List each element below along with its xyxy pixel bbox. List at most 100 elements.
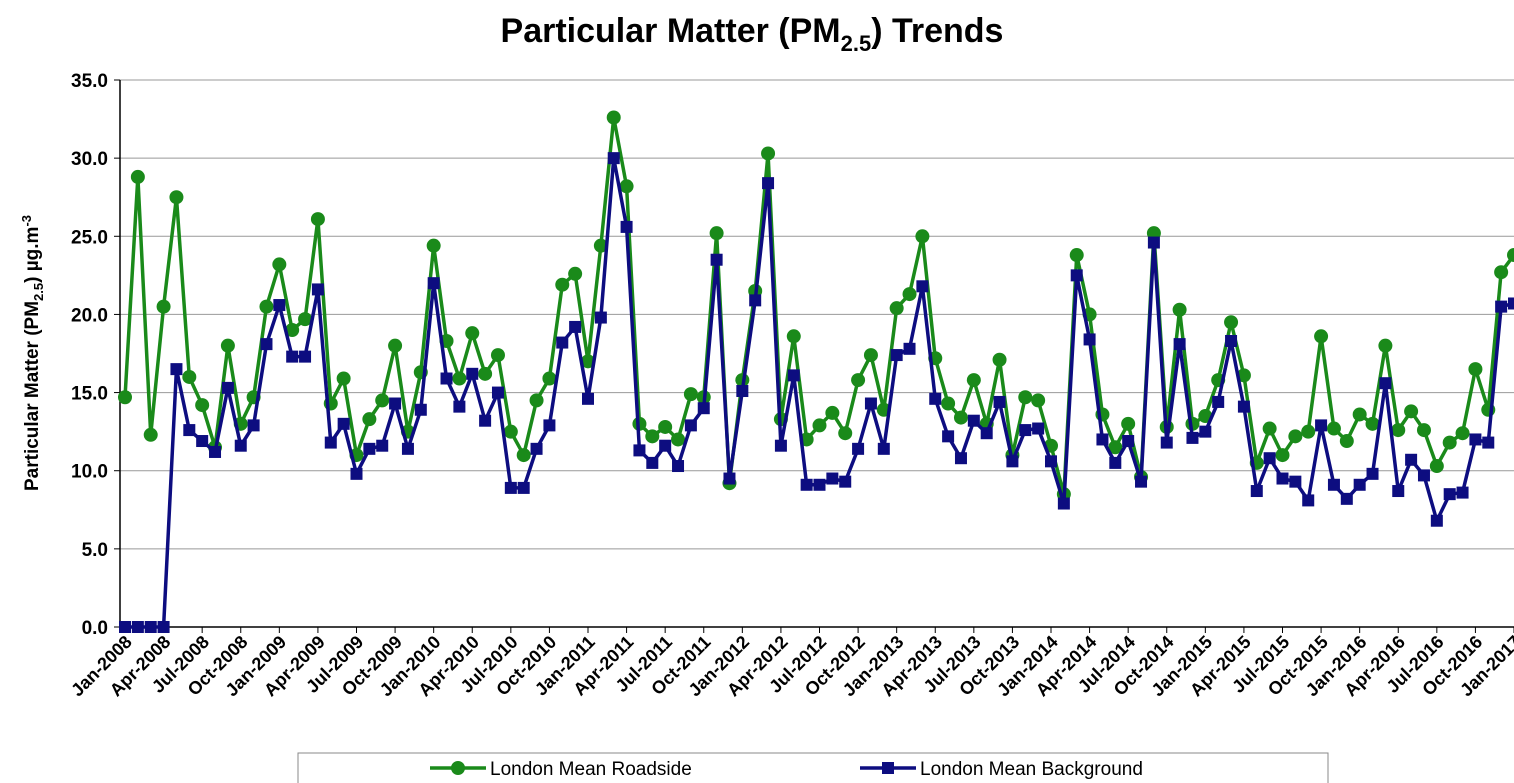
data-point — [440, 372, 453, 385]
data-point — [1482, 436, 1495, 449]
data-point — [247, 419, 260, 432]
y-label-superscript: -3 — [19, 215, 34, 227]
data-point — [478, 366, 493, 381]
data-point — [1057, 497, 1070, 510]
legend-label: London Mean Roadside — [490, 759, 692, 780]
data-point — [259, 299, 274, 314]
data-point — [863, 348, 878, 363]
data-point — [324, 436, 337, 449]
data-point — [1507, 248, 1514, 263]
data-point — [130, 169, 145, 184]
data-point — [1378, 338, 1393, 353]
data-point — [658, 419, 673, 434]
data-point — [1262, 421, 1277, 436]
data-point — [954, 452, 967, 465]
data-point — [992, 352, 1007, 367]
data-point — [1225, 334, 1238, 347]
data-point — [1263, 452, 1276, 465]
data-point — [993, 395, 1006, 408]
data-point — [529, 393, 544, 408]
data-point — [1250, 485, 1263, 498]
data-point — [221, 381, 234, 394]
data-point — [581, 354, 595, 369]
data-point — [183, 424, 196, 437]
data-point — [1301, 424, 1316, 439]
data-point — [1352, 407, 1367, 422]
data-point — [491, 386, 504, 399]
data-point — [709, 226, 724, 241]
data-point — [864, 397, 877, 410]
data-point — [118, 390, 132, 405]
data-point — [929, 392, 942, 405]
data-point — [967, 414, 980, 427]
data-point — [196, 435, 209, 448]
data-point — [646, 456, 659, 469]
data-point — [723, 472, 736, 485]
data-point — [1455, 426, 1470, 441]
data-point — [1468, 362, 1483, 377]
data-point — [1365, 416, 1380, 431]
chart-title: Particular Matter (PM2.5) Trends — [501, 12, 1004, 56]
data-point — [800, 478, 813, 491]
data-point — [683, 387, 698, 402]
data-point — [1404, 404, 1419, 419]
data-point — [1096, 433, 1109, 446]
data-point — [825, 405, 840, 420]
data-point — [1288, 429, 1303, 444]
data-point — [568, 266, 583, 281]
data-point — [1147, 236, 1160, 249]
data-point — [903, 342, 916, 355]
data-point — [1212, 395, 1225, 408]
data-point — [503, 424, 518, 439]
data-point — [1339, 434, 1354, 449]
data-point — [1405, 453, 1418, 466]
data-point — [607, 152, 620, 165]
data-point — [504, 481, 517, 494]
data-point — [659, 439, 672, 452]
data-point — [761, 146, 776, 161]
data-point — [1392, 485, 1405, 498]
y-tick-label: 0.0 — [82, 618, 108, 639]
data-point — [1366, 467, 1379, 480]
data-point — [362, 412, 377, 427]
data-point — [1495, 300, 1508, 313]
data-point — [941, 396, 956, 411]
data-point — [1173, 338, 1186, 351]
data-point — [786, 329, 801, 344]
data-point — [966, 373, 981, 388]
data-point — [1443, 488, 1456, 501]
data-point — [1456, 486, 1469, 499]
data-point — [144, 621, 157, 633]
data-point — [517, 481, 530, 494]
y-axis-label: Particular Matter (PM2.5) µg.m-3 — [19, 215, 46, 491]
legend-marker — [451, 761, 465, 775]
data-point — [157, 621, 170, 633]
data-point — [465, 326, 480, 341]
data-point — [220, 338, 235, 353]
data-point — [697, 402, 710, 415]
y-tick-label: 20.0 — [71, 305, 108, 326]
data-point — [516, 448, 531, 463]
data-point — [762, 177, 775, 190]
data-point — [645, 429, 660, 444]
data-point — [1236, 368, 1251, 383]
data-point — [1353, 478, 1366, 491]
data-point — [543, 419, 556, 432]
data-point — [490, 348, 505, 363]
data-point — [749, 294, 762, 307]
data-point — [260, 338, 273, 351]
data-point — [1314, 329, 1329, 344]
data-point — [401, 442, 414, 455]
data-point — [556, 336, 569, 349]
data-point — [593, 238, 608, 253]
data-point — [606, 110, 621, 125]
y-tick-label: 5.0 — [82, 540, 108, 561]
data-point — [337, 417, 350, 430]
data-point — [1108, 440, 1123, 455]
data-point — [376, 439, 389, 452]
data-point — [1069, 248, 1084, 263]
data-point — [530, 442, 543, 455]
data-point — [131, 621, 144, 633]
